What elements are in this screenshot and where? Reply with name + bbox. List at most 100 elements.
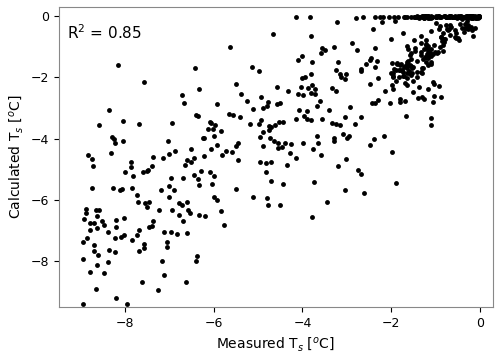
Point: [296, 107, 304, 113]
Point: [104, 229, 112, 235]
Point: [452, 14, 460, 20]
Point: [460, 14, 468, 20]
Point: [352, 122, 360, 127]
Point: [411, 14, 419, 20]
Point: [430, 42, 438, 48]
Point: [307, 33, 315, 39]
Point: [416, 52, 424, 58]
Point: [454, 35, 462, 41]
Point: [352, 15, 360, 21]
Point: [299, 93, 307, 98]
Point: [435, 83, 443, 89]
Point: [410, 78, 418, 84]
Point: [472, 14, 480, 20]
Point: [294, 57, 302, 63]
Point: [401, 98, 409, 104]
Point: [418, 49, 426, 54]
Point: [263, 195, 271, 201]
Point: [212, 122, 220, 128]
Point: [424, 52, 432, 58]
Point: [98, 219, 106, 224]
Point: [448, 14, 456, 19]
Point: [424, 48, 432, 54]
Point: [194, 176, 202, 181]
Point: [234, 157, 241, 163]
Point: [256, 159, 264, 165]
Point: [446, 22, 454, 28]
Point: [390, 73, 398, 79]
Point: [336, 74, 344, 80]
Point: [388, 70, 396, 76]
Point: [422, 55, 430, 60]
Point: [465, 14, 473, 20]
Point: [148, 224, 156, 229]
Point: [307, 117, 315, 123]
Point: [458, 14, 466, 20]
Point: [90, 221, 98, 226]
Point: [439, 31, 447, 36]
Point: [370, 100, 378, 106]
Point: [111, 140, 119, 146]
Point: [429, 51, 437, 57]
Point: [266, 178, 274, 184]
Point: [357, 68, 365, 74]
Point: [427, 53, 435, 59]
Point: [422, 59, 430, 65]
Point: [446, 32, 454, 38]
Point: [183, 158, 191, 163]
Point: [447, 13, 455, 19]
Point: [345, 134, 353, 139]
Point: [437, 34, 445, 40]
Point: [474, 13, 482, 19]
Point: [426, 116, 434, 121]
Point: [135, 248, 143, 254]
Point: [454, 15, 462, 21]
Point: [144, 225, 152, 230]
Point: [298, 75, 306, 81]
Point: [281, 141, 289, 147]
Point: [348, 41, 356, 46]
Point: [392, 181, 400, 186]
Point: [270, 31, 278, 37]
Point: [128, 238, 136, 243]
Point: [268, 159, 276, 165]
Point: [408, 89, 416, 95]
Point: [108, 150, 116, 156]
Point: [141, 201, 149, 206]
Point: [444, 14, 452, 19]
Point: [304, 85, 312, 91]
Point: [411, 45, 419, 50]
Point: [403, 63, 411, 69]
Point: [109, 185, 117, 191]
Point: [424, 43, 432, 49]
Point: [90, 248, 98, 253]
Point: [392, 67, 400, 73]
Point: [430, 94, 438, 99]
Point: [390, 14, 398, 20]
Point: [204, 126, 212, 132]
Point: [266, 136, 274, 141]
Point: [464, 15, 471, 21]
Point: [468, 14, 476, 20]
Point: [435, 14, 443, 19]
Point: [195, 212, 203, 218]
Point: [420, 15, 428, 21]
Point: [292, 117, 300, 122]
Point: [314, 140, 322, 145]
Point: [354, 167, 362, 173]
Point: [390, 66, 398, 72]
Point: [464, 13, 472, 19]
Point: [424, 86, 432, 92]
Point: [179, 175, 187, 181]
Point: [276, 100, 284, 106]
Point: [446, 14, 454, 19]
Point: [284, 162, 292, 167]
Point: [434, 13, 442, 19]
Point: [82, 211, 90, 216]
Point: [84, 152, 92, 158]
Point: [400, 73, 408, 79]
Point: [80, 217, 88, 222]
Point: [467, 14, 475, 19]
Point: [418, 94, 426, 100]
Point: [417, 33, 425, 39]
